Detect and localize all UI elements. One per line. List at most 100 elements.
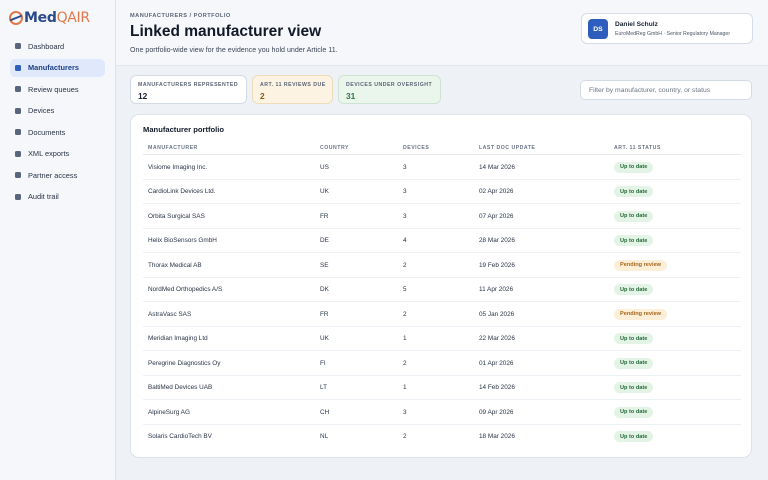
table-row[interactable]: BaltiMed Devices UAB LT 1 14 Feb 2026 Up to …	[143, 376, 741, 400]
cell-manufacturer[interactable]: Solaris CardioTech BV	[148, 433, 212, 440]
sidebar-item-xml-exports[interactable]: XML exports	[10, 145, 105, 163]
sidebar-item-label: Devices	[28, 106, 55, 115]
card-title: Manufacturer portfolio	[143, 125, 224, 134]
cell-country: CH	[320, 408, 330, 416]
manufacturer-portfolio-card: Manufacturer portfolio MANUFACTURER COUN…	[130, 114, 752, 458]
logo-text: MedQAIR	[24, 10, 90, 26]
table-row[interactable]: Orbita Surgical SAS FR 3 07 Apr 2026 Up to d…	[143, 204, 741, 229]
logo-text-prefix: Med	[24, 10, 57, 26]
cell-country: NL	[320, 433, 329, 440]
cell-country: FR	[320, 310, 329, 318]
user-profile-card[interactable]: DS Daniel Schulz EuroMedReg GmbH · Senio…	[581, 13, 753, 44]
status-badge: Up to date	[614, 333, 654, 344]
sidebar-item-documents[interactable]: Documents	[10, 123, 105, 141]
cell-manufacturer[interactable]: Helix BioSensors GmbH	[148, 237, 217, 244]
cell-devices: 3	[403, 212, 407, 220]
cell-devices: 3	[403, 408, 407, 416]
status-badge: Up to date	[614, 210, 654, 222]
cell-devices: 2	[403, 433, 407, 440]
sidebar-item-label: Manufacturers	[28, 63, 79, 72]
sidebar-item-dashboard[interactable]: Dashboard	[10, 37, 105, 55]
table-row[interactable]: Peregrine Diagnostics Oy FI 2 01 Apr 2026 Up…	[143, 351, 741, 376]
cell-devices: 2	[403, 261, 407, 269]
cell-country: FI	[320, 359, 326, 367]
cell-last-doc-update: 09 Apr 2026	[479, 408, 514, 416]
stat-value: 31	[346, 91, 356, 101]
user-role: EuroMedReg GmbH · Senior Regulatory Mana…	[615, 31, 731, 37]
cell-manufacturer[interactable]: Meridian Imaging Ltd	[148, 335, 208, 342]
cell-manufacturer[interactable]: AlpineSurg AG	[148, 408, 190, 416]
stat-label: MANUFACTURERS REPRESENTED	[138, 82, 239, 88]
filter-input[interactable]	[580, 80, 752, 100]
cell-country: UK	[320, 188, 329, 195]
status-badge: Up to date	[614, 186, 654, 197]
sidebar-nav: Dashboard Manufacturers Review queues Devic…	[10, 37, 105, 209]
user-name: Daniel Schulz	[615, 21, 658, 28]
cell-devices: 5	[403, 286, 407, 293]
nav-bullet-icon	[15, 193, 21, 200]
nav-bullet-icon	[15, 172, 21, 178]
page-subtitle: One portfolio-wide view for the evidence…	[130, 46, 338, 54]
status-badge: Up to date	[614, 406, 654, 418]
column-header-manufacturer[interactable]: MANUFACTURER	[148, 145, 198, 151]
table-row[interactable]: Visiome Imaging Inc. US 3 14 Mar 2026 Up to …	[143, 155, 741, 180]
table-row[interactable]: Helix BioSensors GmbH DE 4 28 Mar 2026 Up to…	[143, 229, 741, 253]
cell-last-doc-update: 05 Jan 2026	[479, 310, 515, 318]
sidebar-item-label: Documents	[28, 127, 66, 137]
table-row[interactable]: CardioLink Devices Ltd. UK 3 02 Apr 2026 Up …	[143, 180, 741, 204]
cell-last-doc-update: 02 Apr 2026	[479, 188, 514, 195]
cell-last-doc-update: 14 Feb 2026	[479, 384, 515, 391]
cell-last-doc-update: 22 Mar 2026	[479, 335, 515, 342]
nav-bullet-icon	[15, 107, 21, 114]
cell-devices: 3	[403, 188, 407, 195]
cell-last-doc-update: 19 Feb 2026	[479, 261, 515, 269]
column-header-country[interactable]: COUNTRY	[320, 145, 349, 151]
sidebar-item-devices[interactable]: Devices	[10, 102, 105, 120]
table-row[interactable]: Meridian Imaging Ltd UK 1 22 Mar 2026 Up to …	[143, 327, 741, 351]
app-logo[interactable]: MedQAIR	[9, 10, 90, 26]
stat-manufacturers-represented: MANUFACTURERS REPRESENTED 12	[130, 75, 247, 104]
cell-last-doc-update: 07 Apr 2026	[479, 212, 514, 220]
cell-manufacturer[interactable]: BaltiMed Devices UAB	[148, 384, 213, 391]
table-row[interactable]: NordMed Orthopedics A/S DK 5 11 Apr 2026 Up …	[143, 278, 741, 302]
status-badge: Pending review	[614, 259, 668, 271]
cell-devices: 2	[403, 359, 407, 367]
column-header-last-doc-update[interactable]: LAST DOC UPDATE	[479, 145, 536, 151]
cell-country: LT	[320, 384, 327, 391]
column-header-devices[interactable]: DEVICES	[403, 145, 430, 151]
cell-manufacturer[interactable]: CardioLink Devices Ltd.	[148, 188, 216, 195]
cell-devices: 4	[403, 237, 407, 244]
sidebar-item-label: XML exports	[28, 149, 70, 158]
status-badge: Up to date	[614, 284, 654, 295]
status-badge: Up to date	[614, 357, 654, 369]
cell-manufacturer[interactable]: NordMed Orthopedics A/S	[148, 286, 223, 293]
cell-country: UK	[320, 335, 329, 342]
nav-bullet-icon	[15, 129, 21, 135]
logo-icon	[9, 11, 23, 25]
status-badge: Up to date	[614, 431, 654, 442]
cell-manufacturer[interactable]: Orbita Surgical SAS	[148, 212, 205, 220]
cell-devices: 2	[403, 310, 407, 318]
sidebar-item-review-queues[interactable]: Review queues	[10, 80, 105, 98]
nav-bullet-icon	[15, 150, 21, 157]
sidebar-item-partner-access[interactable]: Partner access	[10, 166, 105, 184]
table-row[interactable]: AstraVasc SAS FR 2 05 Jan 2026 Pending revie…	[143, 302, 741, 327]
table-row[interactable]: AlpineSurg AG CH 3 09 Apr 2026 Up to date	[143, 400, 741, 425]
column-header-art11-status[interactable]: ART. 11 STATUS	[614, 145, 661, 151]
table-row[interactable]: Thorax Medical AB SE 2 19 Feb 2026 Pending r…	[143, 253, 741, 278]
cell-manufacturer[interactable]: Peregrine Diagnostics Oy	[148, 359, 221, 367]
cell-manufacturer[interactable]: AstraVasc SAS	[148, 310, 192, 318]
main-content: MANUFACTURERS / PORTFOLIO Linked manufac…	[116, 0, 768, 480]
cell-manufacturer[interactable]: Thorax Medical AB	[148, 261, 202, 269]
cell-devices: 1	[403, 335, 407, 342]
sidebar-item-manufacturers[interactable]: Manufacturers	[10, 58, 105, 77]
status-badge: Pending review	[614, 308, 668, 320]
sidebar-item-audit-trail[interactable]: Audit trail	[10, 188, 105, 206]
cell-manufacturer[interactable]: Visiome Imaging Inc.	[148, 163, 208, 171]
sidebar-item-label: Audit trail	[28, 192, 59, 201]
cell-country: SE	[320, 261, 329, 269]
cell-last-doc-update: 18 Mar 2026	[479, 433, 515, 440]
page-header: MANUFACTURERS / PORTFOLIO Linked manufac…	[116, 0, 768, 66]
status-badge: Up to date	[614, 161, 654, 173]
table-row[interactable]: Solaris CardioTech BV NL 2 18 Mar 2026 Up to…	[143, 425, 741, 450]
